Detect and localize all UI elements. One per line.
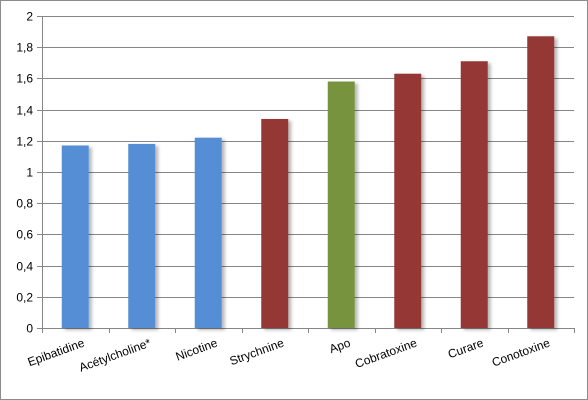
- y-tick-label: 0,6: [16, 228, 33, 242]
- y-tick-label: 0,4: [16, 260, 33, 274]
- bar-epibatidine: [61, 145, 89, 328]
- x-tick-label: Conotoxine: [490, 336, 552, 370]
- bar-strychnine: [261, 118, 289, 329]
- x-tick-label: Nicotine: [174, 336, 220, 364]
- x-tick-label: Strychnine: [228, 336, 286, 369]
- y-tick-label: 1,2: [16, 135, 33, 149]
- y-tick-label: 1,4: [16, 104, 33, 118]
- bar-curare: [460, 61, 488, 329]
- y-tick-label: 1: [26, 166, 33, 180]
- y-tick-label: 2: [26, 10, 33, 24]
- bar-nicotine: [194, 137, 222, 328]
- x-tick-label: Acétylcholine*: [77, 336, 153, 375]
- bar-ac-tylcholine: [128, 143, 156, 328]
- y-tick-label: 0,8: [16, 197, 33, 211]
- x-tick-label: Cobratoxine: [353, 336, 419, 371]
- bar-cobratoxine: [394, 73, 422, 328]
- bar-apo: [327, 81, 355, 329]
- y-tick-label: 0: [26, 322, 33, 336]
- y-tick-labels: 0 0,2 0,4 0,6 0,8 1 1,2 1,4 1,6 1,8 2: [16, 10, 33, 336]
- y-tick-label: 1,6: [16, 72, 33, 86]
- x-tick-label: Apo: [327, 336, 352, 357]
- y-tick-label: 1,8: [16, 41, 33, 55]
- bars: [61, 36, 555, 329]
- axes: [37, 16, 575, 333]
- y-tick-label: 0,2: [16, 291, 33, 305]
- x-tick-label: Curare: [446, 336, 486, 362]
- grid-lines: [42, 16, 574, 298]
- bar-conotoxine: [527, 36, 555, 328]
